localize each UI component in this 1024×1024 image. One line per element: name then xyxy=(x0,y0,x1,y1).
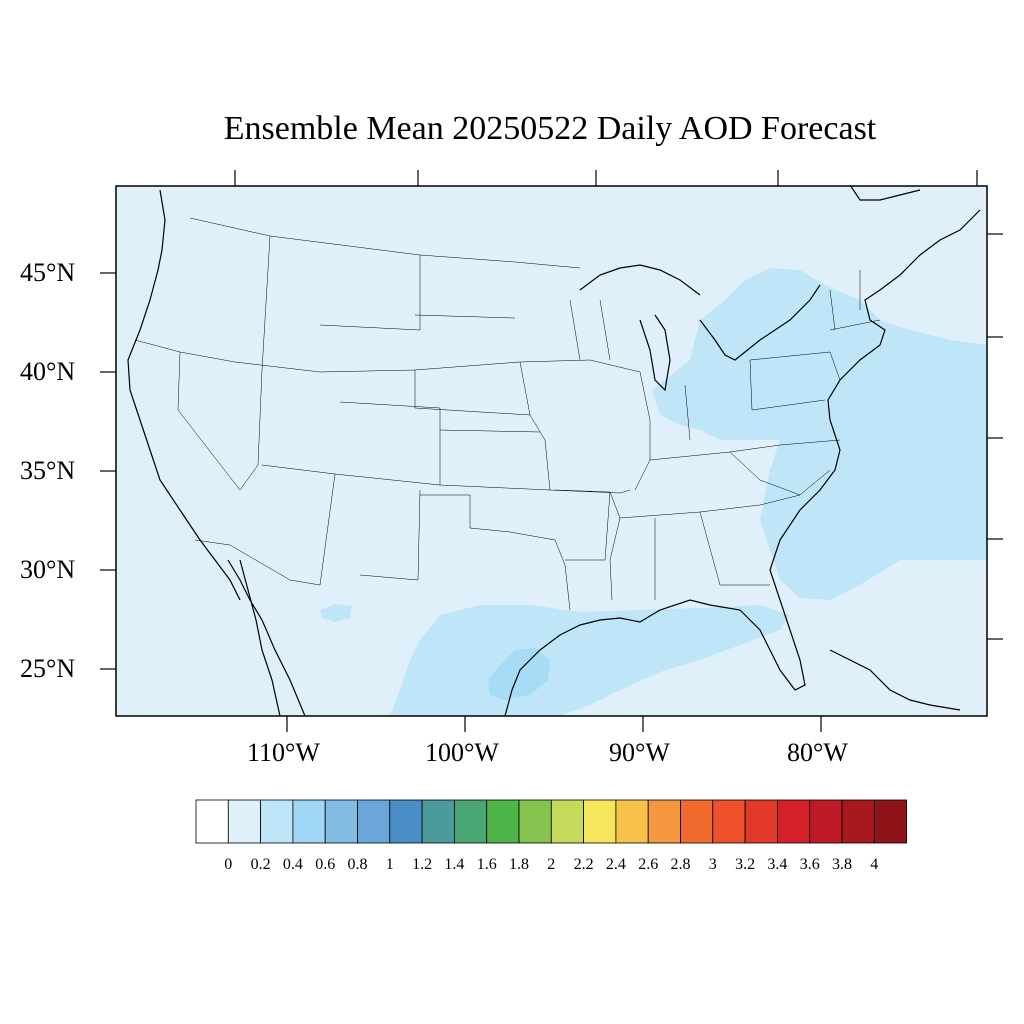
colorbar-tick-label: 0.8 xyxy=(348,856,368,873)
colorbar-swatch xyxy=(680,799,714,844)
colorbar-swatch xyxy=(615,799,649,844)
colorbar-swatch xyxy=(195,799,229,844)
aod-region-atlantic-east xyxy=(880,395,987,560)
colorbar-swatch xyxy=(550,799,584,844)
map-title: Ensemble Mean 20250522 Daily AOD Forecas… xyxy=(223,110,877,147)
bottom-ticks xyxy=(286,716,822,732)
aod-region-baja xyxy=(320,604,352,622)
colorbar-swatch xyxy=(712,799,746,844)
colorbar-swatch xyxy=(453,799,488,844)
colorbar-tick-label: 2.2 xyxy=(574,856,594,873)
colorbar-tick-label: 1.2 xyxy=(412,856,432,873)
colorbar-swatch xyxy=(324,799,358,844)
colorbar-tick-label: 3 xyxy=(709,856,717,873)
lon-label-80w: 80°W xyxy=(787,738,848,767)
colorbar-tick-label: 0.2 xyxy=(251,856,271,873)
colorbar-swatch xyxy=(357,799,391,844)
colorbar-swatch xyxy=(486,799,520,844)
left-ticks xyxy=(100,272,116,670)
state-borders xyxy=(134,217,881,611)
colorbar-swatch xyxy=(389,799,423,844)
colorbar-swatch xyxy=(777,799,811,844)
colorbar-tick-label: 0.4 xyxy=(283,856,303,873)
map-frame xyxy=(115,185,988,717)
lon-label-90w: 90°W xyxy=(609,738,670,767)
colorbar-tick-label: 1.4 xyxy=(444,856,464,873)
colorbar-tick-label: 2.8 xyxy=(671,856,691,873)
colorbar-tick-label: 4 xyxy=(870,856,878,873)
colorbar-tick-label: 2.6 xyxy=(638,856,658,873)
colorbar-tick-label: 2 xyxy=(547,856,555,873)
colorbar-swatch xyxy=(809,799,843,844)
colorbar-tick-label: 0.6 xyxy=(315,856,335,873)
colorbar-tick-label: 2.4 xyxy=(606,856,626,873)
colorbar-swatch xyxy=(873,799,907,844)
colorbar-swatch xyxy=(647,799,681,844)
colorbar-swatch xyxy=(841,799,875,844)
colorbar-tick-label: 3.2 xyxy=(735,856,755,873)
colorbar-tick-label: 3.6 xyxy=(800,856,820,873)
colorbar-tick-label: 1.6 xyxy=(477,856,497,873)
colorbar-tick-label: 3.8 xyxy=(832,856,852,873)
colorbar-tick-label: 3.4 xyxy=(767,856,787,873)
lat-label-35: 35°N xyxy=(20,456,76,485)
coastlines xyxy=(127,186,981,716)
colorbar-swatch xyxy=(227,799,262,844)
lat-label-40: 40°N xyxy=(20,357,76,386)
colorbar-swatch xyxy=(421,799,455,844)
colorbar-tick-label: 0 xyxy=(224,856,232,873)
lat-label-45: 45°N xyxy=(20,258,76,287)
colorbar-swatch xyxy=(583,799,617,844)
colorbar-tick-label: 1.8 xyxy=(509,856,529,873)
colorbar-swatch xyxy=(260,799,294,844)
lat-label-30: 30°N xyxy=(20,555,76,584)
colorbar-swatch xyxy=(518,799,552,844)
right-ticks xyxy=(987,233,1003,640)
lon-label-100w: 100°W xyxy=(425,738,499,767)
colorbar-swatch xyxy=(292,799,326,844)
colorbar-tick-label: 1 xyxy=(386,856,394,873)
top-ticks xyxy=(234,170,978,186)
lat-label-25: 25°N xyxy=(20,654,76,683)
colorbar-swatch xyxy=(744,799,778,844)
lon-label-110w: 110°W xyxy=(247,738,320,767)
